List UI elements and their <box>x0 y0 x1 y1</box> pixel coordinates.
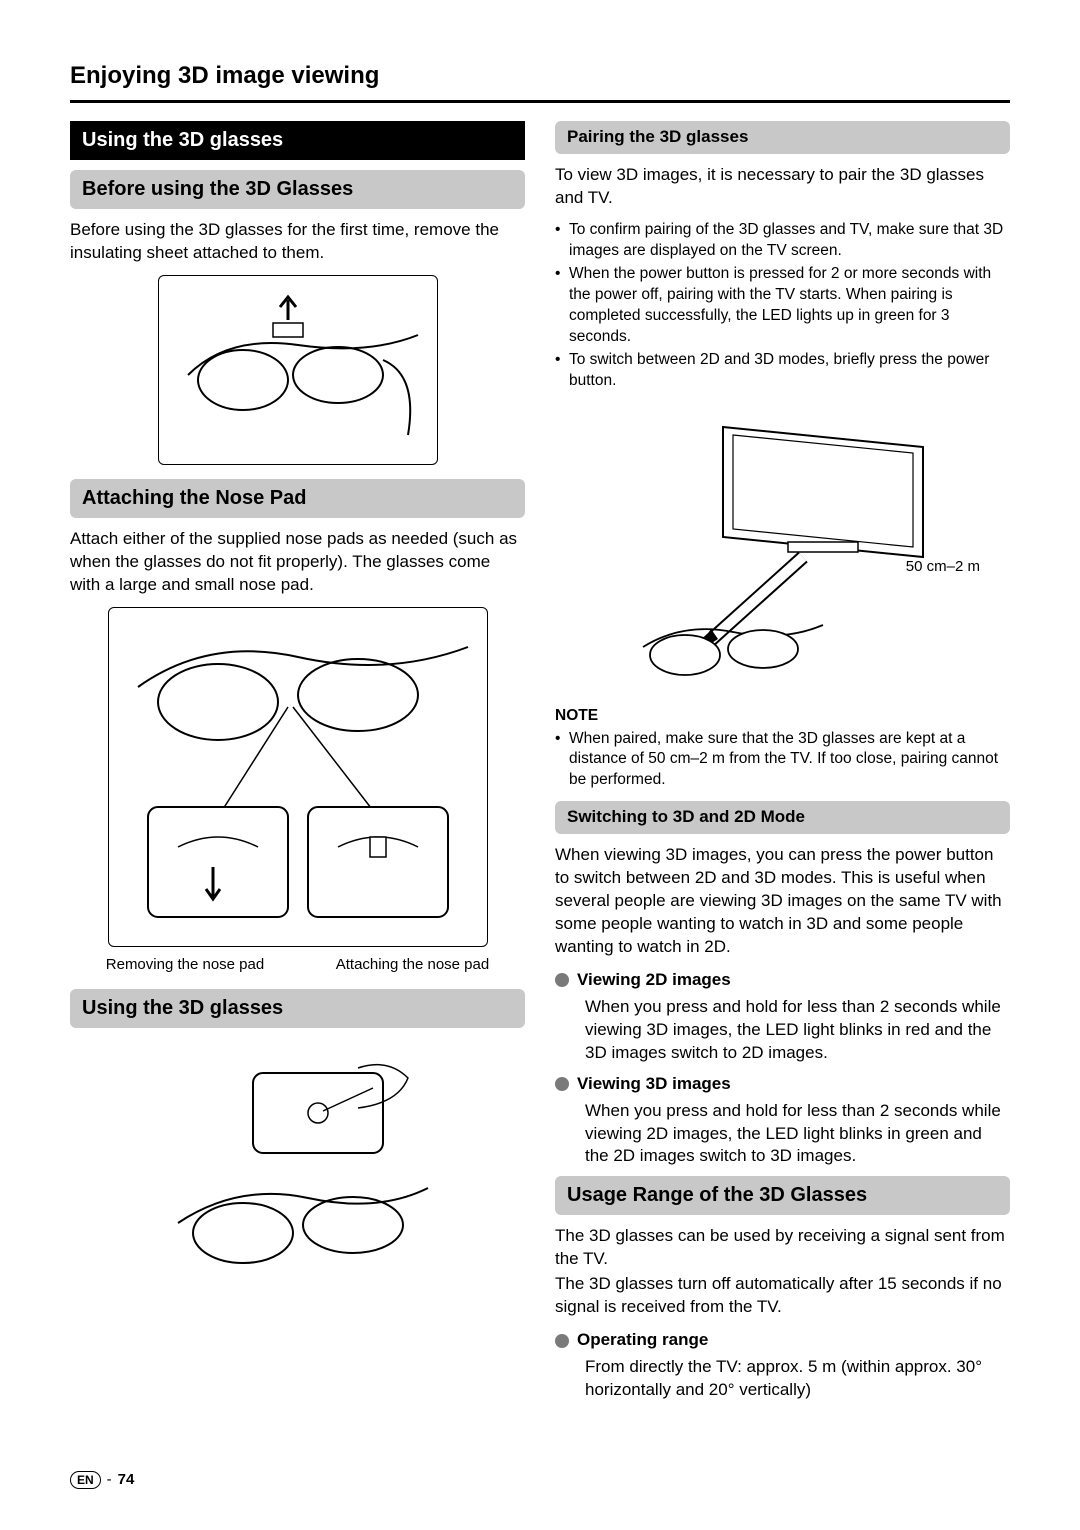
heading-operating-range-label: Operating range <box>577 1329 708 1352</box>
figure-nosepad <box>108 607 488 947</box>
nosepad-illustration-icon <box>118 617 478 937</box>
usage-text-1: The 3D glasses can be used by receiving … <box>555 1225 1010 1271</box>
caption-remove: Removing the nose pad <box>106 955 264 975</box>
heading-operating-range: Operating range <box>555 1329 1010 1352</box>
section-header-using-gray: Using the 3D glasses <box>70 989 525 1028</box>
before-text: Before using the 3D glasses for the firs… <box>70 219 525 265</box>
section-header-before: Before using the 3D Glasses <box>70 170 525 209</box>
note-bullets: When paired, make sure that the 3D glass… <box>555 729 1010 792</box>
switching-text: When viewing 3D images, you can press th… <box>555 844 1010 959</box>
footer-lang-badge: EN <box>70 1471 101 1489</box>
title-rule <box>70 100 1010 103</box>
two-column-layout: Using the 3D glasses Before using the 3D… <box>70 121 1010 1410</box>
glasses-illustration-icon <box>168 285 428 455</box>
subheader-switching: Switching to 3D and 2D Mode <box>555 801 1010 834</box>
right-column: Pairing the 3D glasses To view 3D images… <box>555 121 1010 1410</box>
pairing-intro: To view 3D images, it is necessary to pa… <box>555 164 1010 210</box>
heading-viewing-2d-label: Viewing 2D images <box>577 969 731 992</box>
note-bullet-1: When paired, make sure that the 3D glass… <box>555 729 1010 792</box>
section-header-nosepad: Attaching the Nose Pad <box>70 479 525 518</box>
page-footer: EN - 74 <box>70 1470 1010 1490</box>
heading-viewing-3d-label: Viewing 3D images <box>577 1073 731 1096</box>
section-header-usage-range: Usage Range of the 3D Glasses <box>555 1176 1010 1215</box>
figure-glasses-insulating-sheet <box>158 275 438 465</box>
figure-using-glasses <box>153 1048 443 1288</box>
pairing-bullet-1: To confirm pairing of the 3D glasses and… <box>555 220 1010 262</box>
left-column: Using the 3D glasses Before using the 3D… <box>70 121 525 1410</box>
footer-sep: - <box>107 1470 112 1490</box>
nosepad-captions: Removing the nose pad Attaching the nose… <box>70 955 525 975</box>
pairing-bullet-2: When the power button is pressed for 2 o… <box>555 264 1010 348</box>
operating-text: From directly the TV: approx. 5 m (withi… <box>585 1356 1010 1402</box>
using-glasses-illustration-icon <box>158 1053 438 1283</box>
view2d-text: When you press and hold for less than 2 … <box>585 996 1010 1065</box>
view3d-text: When you press and hold for less than 2 … <box>585 1100 1010 1169</box>
note-label: NOTE <box>555 706 1010 727</box>
usage-text-2: The 3D glasses turn off automatically af… <box>555 1273 1010 1319</box>
page-title: Enjoying 3D image viewing <box>70 60 1010 92</box>
bullet-dot-icon <box>555 1334 569 1348</box>
pairing-bullet-3: To switch between 2D and 3D modes, brief… <box>555 350 1010 392</box>
range-label: 50 cm–2 m <box>906 557 980 577</box>
section-header-using-black: Using the 3D glasses <box>70 121 525 160</box>
caption-attach: Attaching the nose pad <box>336 955 489 975</box>
figure-pairing-range <box>618 412 948 692</box>
heading-viewing-2d: Viewing 2D images <box>555 969 1010 992</box>
bullet-dot-icon <box>555 1077 569 1091</box>
pairing-range-illustration-icon <box>623 417 943 687</box>
footer-page-number: 74 <box>118 1470 135 1490</box>
pairing-bullets: To confirm pairing of the 3D glasses and… <box>555 220 1010 391</box>
bullet-dot-icon <box>555 973 569 987</box>
nosepad-text: Attach either of the supplied nose pads … <box>70 528 525 597</box>
heading-viewing-3d: Viewing 3D images <box>555 1073 1010 1096</box>
subheader-pairing: Pairing the 3D glasses <box>555 121 1010 154</box>
